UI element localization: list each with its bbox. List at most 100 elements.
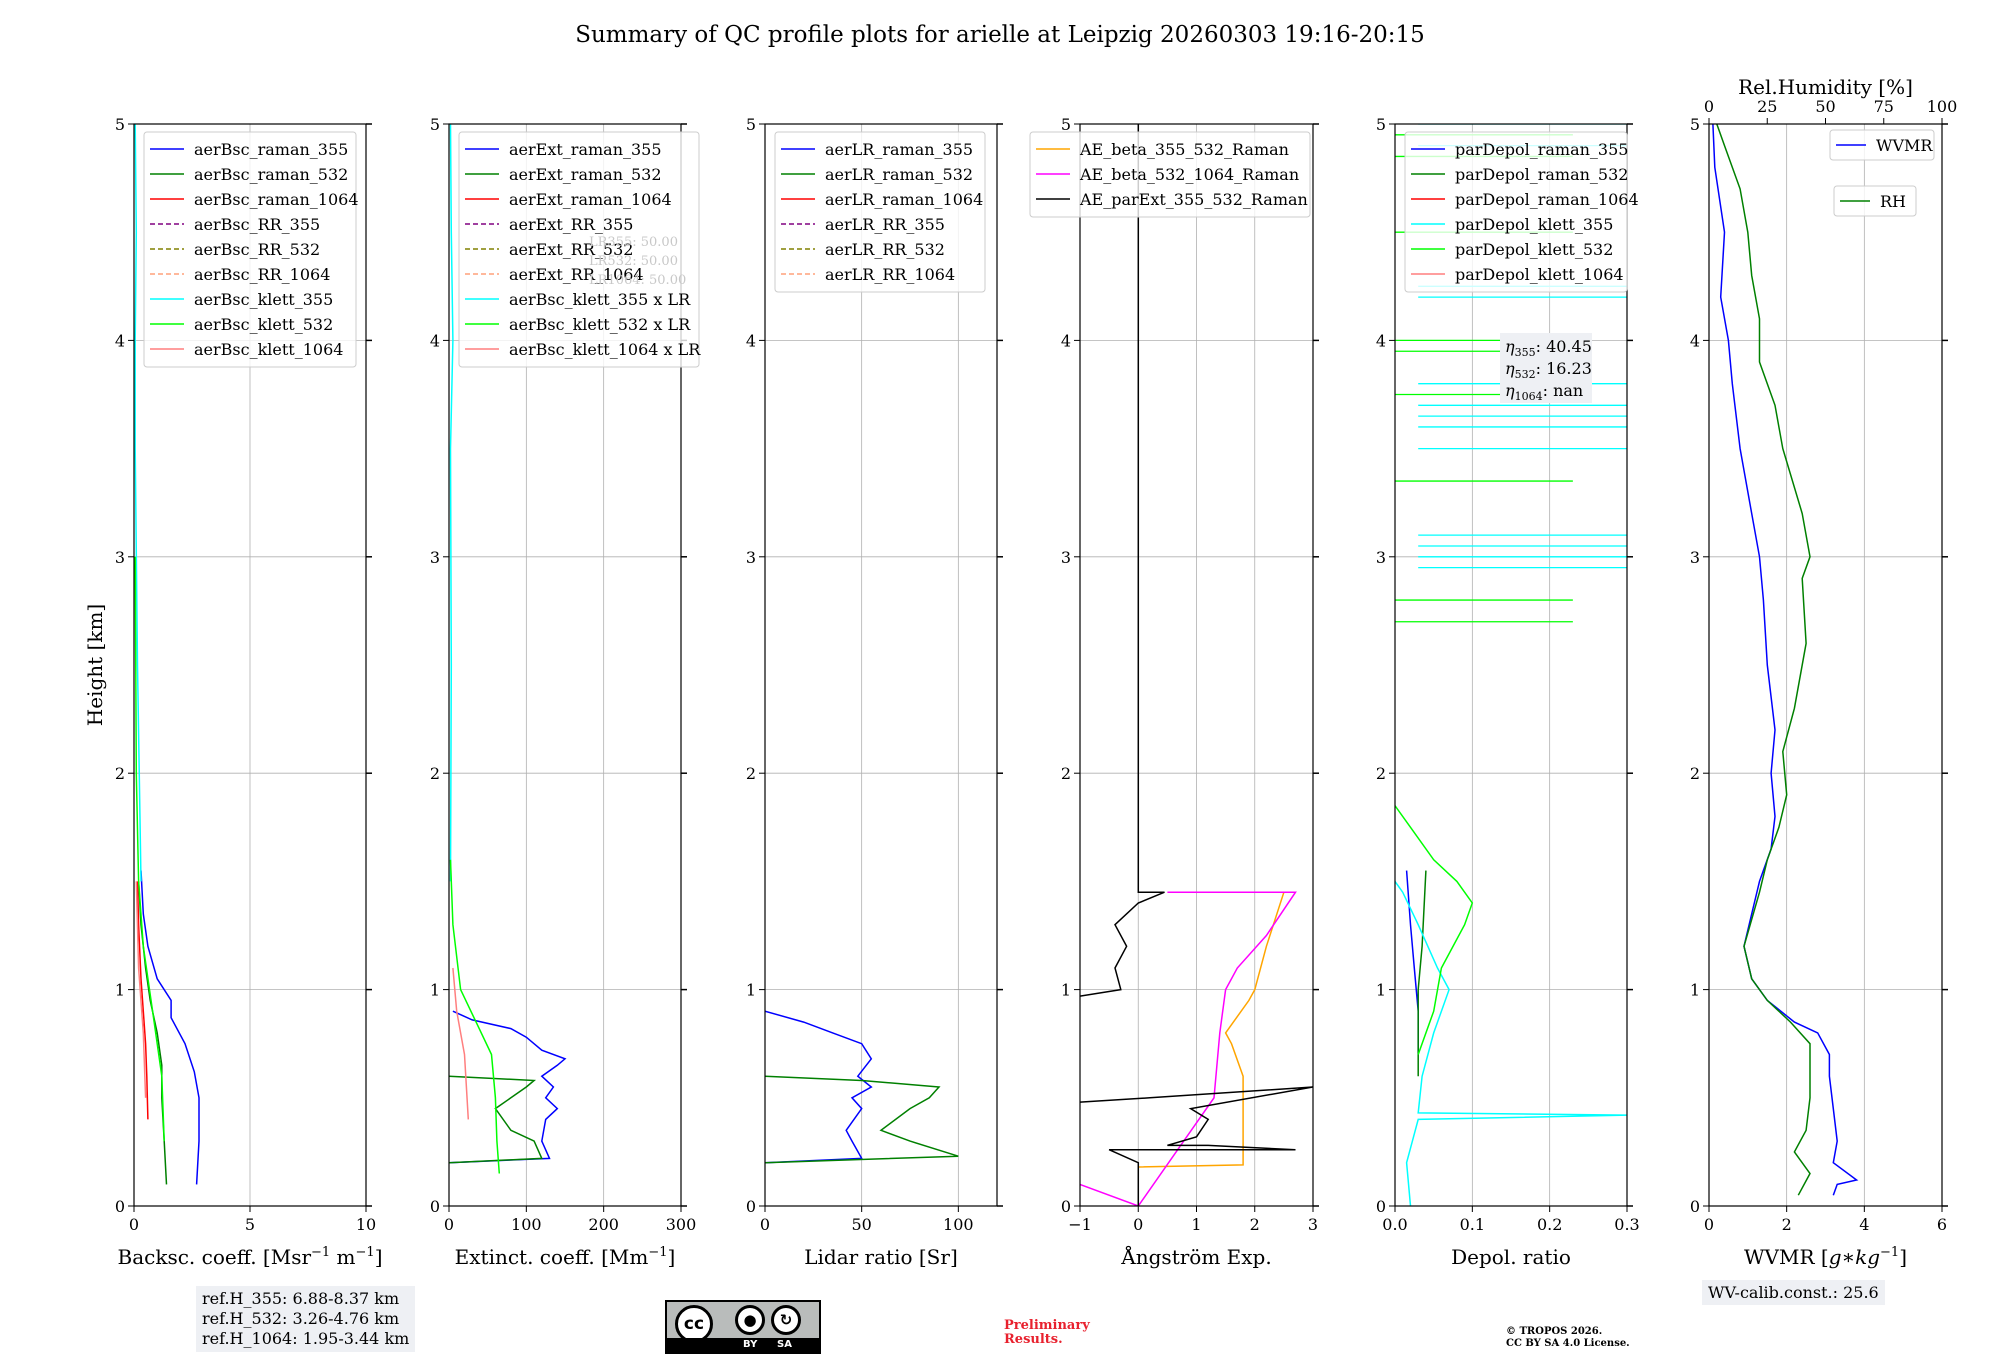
eta-sub: 532 bbox=[1515, 368, 1536, 381]
x-tick-label: 0 bbox=[760, 1215, 770, 1234]
series-line-aerBsc_klett_1064 x LR bbox=[452, 967, 470, 1120]
legend-label: aerBsc_klett_355 bbox=[194, 290, 333, 309]
y-tick-label: 3 bbox=[746, 548, 756, 567]
x-axis-label-sup: −1 bbox=[311, 1245, 330, 1260]
y-tick-label: 1 bbox=[430, 981, 440, 1000]
legend-label: RH bbox=[1880, 192, 1906, 211]
eta-value: : 16.23 bbox=[1536, 359, 1592, 378]
series-group bbox=[134, 124, 200, 1185]
series-line-aerBsc_klett_355 bbox=[134, 124, 142, 882]
refh-1064: ref.H_1064: 1.95-3.44 km bbox=[202, 1329, 410, 1348]
x-tick-label: 0.3 bbox=[1614, 1215, 1639, 1234]
legend: aerBsc_raman_355 aerBsc_raman_532 aerBsc_r… bbox=[143, 131, 359, 368]
x-tick-label: 300 bbox=[666, 1215, 697, 1234]
y-tick-label: 3 bbox=[1061, 548, 1071, 567]
x-tick-label: 6 bbox=[1937, 1215, 1947, 1234]
x-axis-label-text: Ångström Exp. bbox=[1120, 1244, 1271, 1269]
x-axis-label-sup2: −1 bbox=[356, 1245, 375, 1260]
series-line-AE_beta_532_1064_Raman bbox=[1080, 891, 1297, 1206]
y-tick-label: 4 bbox=[746, 331, 756, 350]
x-tick-label: 0.2 bbox=[1537, 1215, 1562, 1234]
y-tick-label: 4 bbox=[1376, 331, 1386, 350]
legend-label: parDepol_raman_1064 bbox=[1455, 190, 1639, 209]
x-axis-label-mid: m bbox=[330, 1245, 355, 1269]
x-tick-label: 10 bbox=[356, 1215, 376, 1234]
x-axis-label-italic: g∗kg bbox=[1829, 1245, 1880, 1269]
x-tick-label: 100 bbox=[943, 1215, 974, 1234]
y-tick-label: 0 bbox=[1376, 1197, 1386, 1216]
figure-title: Summary of QC profile plots for arielle … bbox=[575, 22, 1425, 48]
series-line-parDepol_klett_355 bbox=[1395, 880, 1627, 1206]
x-tick-label: 1 bbox=[1191, 1215, 1201, 1234]
series-line-aerLR_raman_355 bbox=[765, 1010, 873, 1164]
x-tick-label: 2 bbox=[1782, 1215, 1792, 1234]
series-line-aerBsc_klett_532 bbox=[134, 556, 165, 1142]
legend-label: aerBsc_raman_532 bbox=[194, 165, 348, 184]
x-axis-label-text: Extinct. coeff. [Mm bbox=[455, 1245, 649, 1269]
eta-line: η355: 40.45 bbox=[1505, 337, 1592, 359]
y-tick-label: 0 bbox=[746, 1197, 756, 1216]
x-axis-label-text: Lidar ratio [Sr] bbox=[804, 1245, 958, 1269]
y-tick-label: 4 bbox=[1690, 331, 1700, 350]
y-tick-label: 5 bbox=[1376, 115, 1386, 134]
legend-label: aerLR_RR_1064 bbox=[825, 265, 955, 284]
legend-label: aerBsc_klett_1064 x LR bbox=[509, 340, 701, 359]
preliminary-line-2: Results. bbox=[1004, 1332, 1063, 1347]
top-x-tick-label: 75 bbox=[1874, 97, 1894, 116]
legend-label: aerBsc_RR_1064 bbox=[194, 265, 330, 284]
y-tick-label: 1 bbox=[1376, 981, 1386, 1000]
x-tick-label: −1 bbox=[1068, 1215, 1092, 1234]
faded-lr-label: LR1064: 50.00 bbox=[589, 273, 686, 288]
series-line-RH bbox=[1716, 124, 1811, 1196]
axes-frame bbox=[1394, 123, 1628, 1207]
series-line-aerBsc_raman_1064 bbox=[136, 881, 149, 1120]
series-line-AE_parExt_355_532_Raman bbox=[1080, 1086, 1313, 1206]
series-line-parDepol_klett_532 bbox=[1395, 805, 1474, 1055]
y-tick-label: 5 bbox=[1061, 115, 1071, 134]
legend-label: aerExt_RR_532 bbox=[509, 240, 633, 259]
y-tick-label: 5 bbox=[430, 115, 440, 134]
y-tick-label: 1 bbox=[1061, 981, 1071, 1000]
legend-label: aerExt_RR_355 bbox=[509, 215, 633, 234]
series-group bbox=[765, 1010, 959, 1164]
top-x-tick-label: 100 bbox=[1927, 97, 1958, 116]
cc-license-logo: cc ● ↻ BY SA bbox=[665, 1300, 821, 1354]
legend-label: aerLR_RR_355 bbox=[825, 215, 945, 234]
series-line-parDepol_raman_355 bbox=[1405, 870, 1419, 1055]
legend-label: aerLR_raman_355 bbox=[825, 140, 973, 159]
x-tick-label: 0 bbox=[1133, 1215, 1143, 1234]
series-line-AE_beta_355_532_Raman bbox=[1138, 891, 1296, 1168]
legend-label: aerExt_raman_355 bbox=[509, 140, 662, 159]
series-line-aerBsc_klett_355 x LR bbox=[449, 124, 454, 882]
x-axis-label-sup: −1 bbox=[648, 1245, 667, 1260]
panel-depol: 0.0 0.1 0.2 0.3 0 1 2 3 4 5 Depol. ratio parDepol_r… bbox=[1376, 115, 1640, 1269]
preliminary-note: Preliminary Results. bbox=[1004, 1319, 1124, 1347]
x-axis-label-end: ] bbox=[375, 1245, 383, 1269]
x-tick-label: 200 bbox=[588, 1215, 619, 1234]
axes-frame bbox=[764, 123, 998, 1207]
legend-label: AE_beta_532_1064_Raman bbox=[1079, 165, 1299, 184]
axes-frame bbox=[448, 123, 682, 1207]
faded-lr-label: LR532: 50.00 bbox=[589, 254, 678, 269]
legend-label: parDepol_klett_532 bbox=[1455, 240, 1613, 259]
cc-bar: BY SA bbox=[667, 1338, 819, 1352]
faded-lr-label: LR355: 50.00 bbox=[589, 235, 678, 250]
y-axis-label: Height [km] bbox=[83, 604, 107, 726]
x-axis-label-end: ] bbox=[1899, 1245, 1907, 1269]
legend-label: WVMR bbox=[1876, 136, 1933, 155]
y-tick-label: 4 bbox=[115, 331, 125, 350]
legend-label: aerBsc_klett_355 x LR bbox=[509, 290, 691, 309]
legend-label: aerLR_raman_1064 bbox=[825, 190, 983, 209]
series-line-WVMR bbox=[1712, 124, 1859, 1196]
legend-box bbox=[458, 131, 700, 368]
y-tick-label: 0 bbox=[430, 1197, 440, 1216]
legend-box bbox=[1833, 185, 1917, 217]
x-tick-label: 50 bbox=[851, 1215, 871, 1234]
x-axis-label: Backsc. coeff. [Msr−1 m−1] bbox=[118, 1245, 383, 1269]
y-tick-label: 4 bbox=[430, 331, 440, 350]
x-tick-label: 0 bbox=[1704, 1215, 1714, 1234]
y-tick-label: 1 bbox=[746, 981, 756, 1000]
legend-box bbox=[774, 131, 986, 293]
y-tick-label: 0 bbox=[1690, 1197, 1700, 1216]
